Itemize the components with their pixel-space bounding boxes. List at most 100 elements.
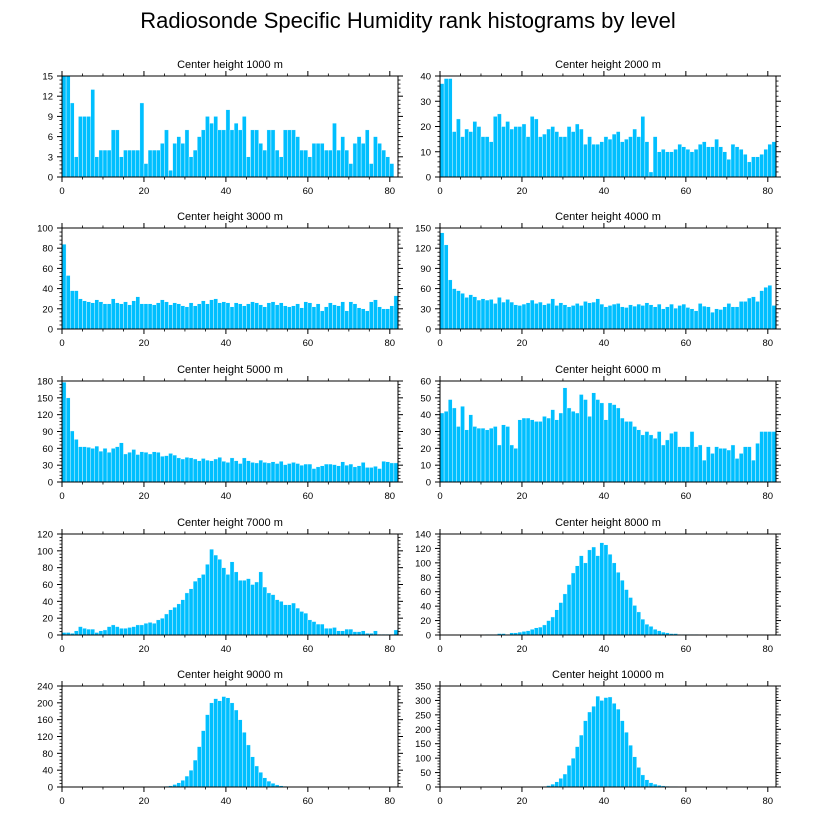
histogram-bar: [303, 149, 309, 178]
histogram-bar: [538, 626, 543, 636]
histogram-bar: [303, 612, 309, 636]
histogram-bar: [611, 303, 617, 330]
histogram-bar: [472, 296, 478, 330]
histogram-bar: [291, 602, 296, 636]
histogram-bar: [237, 463, 243, 483]
histogram-bar: [156, 302, 161, 330]
histogram-bar: [197, 577, 202, 636]
histogram-bar: [393, 462, 399, 483]
histogram-bar: [718, 309, 723, 330]
histogram-bar: [217, 457, 223, 483]
histogram-bar: [607, 305, 613, 330]
x-tick-label: 20: [139, 644, 150, 655]
y-tick-label: 50: [420, 393, 431, 404]
histogram-bar: [595, 399, 601, 483]
histogram-bar: [131, 300, 136, 330]
histogram-bar: [307, 619, 313, 636]
histogram-bar: [262, 777, 268, 788]
histogram-bar: [595, 298, 601, 330]
histogram-bar: [681, 303, 687, 330]
y-tick-label: 240: [37, 682, 53, 693]
histogram-bar: [513, 304, 519, 330]
histogram-bar: [344, 149, 350, 178]
histogram-bar: [176, 457, 182, 483]
histogram-bar: [110, 298, 116, 330]
histogram-bar: [274, 149, 280, 178]
histogram-bar: [685, 149, 691, 178]
histogram-bar: [151, 623, 157, 636]
histogram-bar: [299, 149, 304, 178]
histogram-panel-10: Center height 10000 m0501001502002503003…: [415, 669, 781, 807]
histogram-bar: [607, 554, 613, 636]
histogram-bar: [115, 626, 120, 636]
histogram-bar: [360, 630, 366, 636]
histogram-bar: [213, 554, 218, 636]
histogram-bar: [443, 411, 449, 483]
y-tick-label: 150: [415, 739, 431, 750]
histogram-bar: [509, 128, 514, 178]
histogram-bar: [356, 136, 362, 178]
histogram-bar: [599, 141, 605, 178]
histogram-bar: [180, 143, 186, 178]
x-tick-label: 40: [221, 491, 232, 502]
histogram-bar: [767, 143, 773, 178]
histogram-bar: [570, 572, 576, 636]
histogram-bar: [751, 459, 756, 483]
histogram-bar: [82, 116, 87, 178]
histogram-bar: [242, 305, 247, 330]
histogram-bar: [587, 711, 592, 788]
histogram-bar: [771, 305, 777, 330]
histogram-bar: [156, 619, 161, 636]
histogram-bar: [246, 460, 251, 483]
histogram-bar: [710, 311, 715, 330]
histogram-bar: [110, 624, 116, 636]
x-tick-label: 60: [681, 796, 692, 807]
histogram-bar: [164, 455, 169, 483]
histogram-bar: [192, 759, 198, 788]
histogram-bar: [336, 630, 341, 636]
histogram-bar: [184, 775, 190, 788]
histogram-bar: [143, 623, 149, 636]
histogram-bar: [702, 305, 707, 330]
histogram-bar: [599, 402, 605, 483]
histogram-bar: [221, 696, 227, 788]
y-tick-label: 0: [48, 631, 53, 642]
histogram-bar: [274, 463, 280, 483]
panel-title: Center height 7000 m: [177, 517, 283, 529]
x-tick-label: 0: [59, 644, 64, 655]
histogram-bar: [176, 303, 182, 330]
histogram-bar: [123, 628, 128, 636]
histogram-bar: [673, 149, 678, 178]
histogram-bar: [673, 307, 678, 330]
histogram-bar: [538, 301, 543, 330]
histogram-bar: [546, 417, 551, 483]
y-tick-label: 0: [48, 325, 53, 336]
histogram-bar: [65, 397, 71, 483]
y-tick-label: 3: [48, 152, 53, 163]
y-tick-label: 40: [420, 72, 431, 83]
histogram-bar: [143, 163, 149, 178]
histogram-bar: [501, 424, 506, 483]
histogram-bar: [517, 305, 523, 330]
histogram-bar: [246, 744, 251, 788]
y-tick-label: 40: [42, 597, 53, 608]
histogram-bar: [702, 459, 707, 483]
histogram-bar: [381, 308, 386, 330]
histogram-bar: [274, 599, 280, 636]
histogram-bar: [205, 459, 210, 483]
histogram-bar: [534, 118, 539, 178]
histogram-bar: [456, 290, 461, 330]
histogram-bar: [472, 121, 478, 178]
y-tick-label: 120: [37, 410, 53, 421]
x-tick-label: 80: [385, 338, 396, 349]
y-tick-label: 60: [420, 377, 431, 388]
histogram-bar: [156, 452, 161, 483]
histogram-bar: [488, 299, 494, 330]
histogram-bar: [669, 432, 674, 483]
histogram-bar: [197, 746, 202, 788]
y-tick-label: 120: [415, 244, 431, 255]
histogram-bar: [636, 767, 641, 788]
histogram-bar: [221, 129, 227, 178]
histogram-bar: [615, 572, 621, 636]
